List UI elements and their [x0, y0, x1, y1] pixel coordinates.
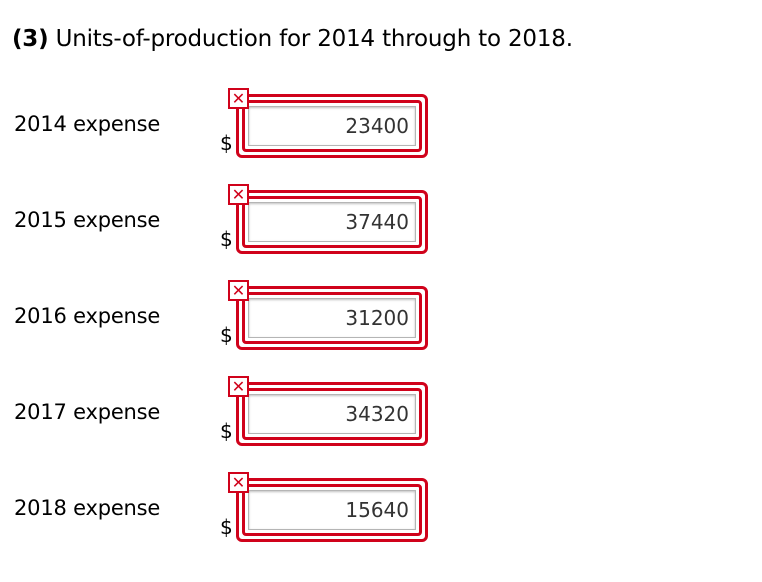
expense-row-2016: 2016 expense $ ✕: [0, 280, 762, 376]
answer-field-frame: [236, 286, 428, 350]
dollar-sign: $: [220, 131, 233, 155]
answer-field-frame: [236, 382, 428, 446]
expense-row-2015: 2015 expense $ ✕: [0, 184, 762, 280]
answer-field-frame: [236, 94, 428, 158]
expense-input-2016[interactable]: [248, 298, 416, 338]
row-label: 2014 expense: [14, 112, 161, 136]
dollar-sign: $: [220, 227, 233, 251]
dollar-sign: $: [220, 515, 233, 539]
answer-field-frame: [236, 190, 428, 254]
row-label: 2018 expense: [14, 496, 161, 520]
question-heading: (3) Units-of-production for 2014 through…: [12, 24, 573, 54]
row-label: 2017 expense: [14, 400, 161, 424]
dollar-sign: $: [220, 323, 233, 347]
incorrect-mark-icon[interactable]: ✕: [228, 184, 249, 205]
expense-input-2017[interactable]: [248, 394, 416, 434]
row-label: 2016 expense: [14, 304, 161, 328]
incorrect-mark-icon[interactable]: ✕: [228, 376, 249, 397]
expense-input-2014[interactable]: [248, 106, 416, 146]
question-number: (3): [12, 26, 49, 52]
expense-input-2015[interactable]: [248, 202, 416, 242]
answer-field-frame: [236, 478, 428, 542]
question-text: Units-of-production for 2014 through to …: [55, 26, 573, 52]
expense-row-2017: 2017 expense $ ✕: [0, 376, 762, 472]
incorrect-mark-icon[interactable]: ✕: [228, 88, 249, 109]
expense-row-2014: 2014 expense $ ✕: [0, 88, 762, 184]
row-label: 2015 expense: [14, 208, 161, 232]
incorrect-mark-icon[interactable]: ✕: [228, 280, 249, 301]
expense-row-2018: 2018 expense $ ✕: [0, 472, 762, 568]
expense-input-2018[interactable]: [248, 490, 416, 530]
incorrect-mark-icon[interactable]: ✕: [228, 472, 249, 493]
dollar-sign: $: [220, 419, 233, 443]
